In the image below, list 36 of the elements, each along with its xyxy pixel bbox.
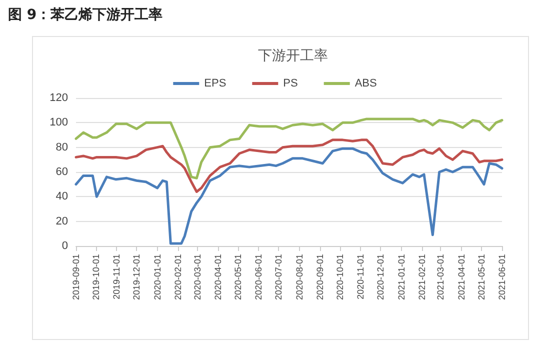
x-tick-label: 2021-05-01 [476, 254, 486, 300]
y-tick-label: 120 [50, 92, 68, 104]
x-tick-label: 2019-11-01 [112, 254, 122, 300]
x-tick-label: 2020-10-01 [335, 254, 345, 300]
x-tick-label: 2020-08-01 [294, 254, 304, 300]
x-tick-label: 2020-07-01 [274, 254, 284, 300]
line-series [74, 138, 504, 193]
x-tick-label: 2020-12-01 [376, 254, 386, 300]
legend-label: ABS [354, 78, 377, 90]
y-tick-label: 60 [56, 166, 68, 178]
y-tick-label: 80 [56, 141, 68, 154]
y-tick-label: 40 [56, 190, 68, 203]
x-tick-label: 2021-06-01 [497, 254, 507, 300]
x-tick-label: 2019-12-01 [132, 254, 142, 300]
chart-title: 图 9：苯乙烯下游开工率 [8, 6, 163, 24]
y-tick-label: 100 [50, 116, 68, 129]
x-tick-label: 2021-04-01 [456, 254, 466, 300]
x-tick-label: 2020-09-01 [315, 254, 325, 300]
x-tick-label: 2019-09-01 [71, 254, 81, 300]
y-tick-label: 0 [62, 240, 68, 252]
x-tick-label: 2019-10-01 [91, 254, 101, 300]
legend-label: EPS [204, 78, 226, 90]
x-tick-label: 2020-11-01 [356, 254, 366, 300]
x-tick-label: 2021-03-01 [436, 254, 446, 300]
line-series [74, 118, 504, 180]
x-tick-label: 2020-04-01 [213, 254, 223, 300]
x-tick-label: 2021-01-01 [396, 254, 406, 300]
x-tick-label: 2020-02-01 [173, 254, 183, 300]
x-tick-label: 2020-06-01 [254, 254, 264, 300]
x-tick-label: 2020-01-01 [152, 254, 162, 300]
x-tick-label: 2020-05-01 [233, 254, 243, 300]
legend-label: PS [283, 78, 298, 90]
x-tick-label: 2020-03-01 [192, 254, 202, 300]
x-tick-label: 2021-02-01 [417, 254, 427, 300]
chart-subtitle: 下游开工率 [258, 48, 328, 64]
y-tick-label: 20 [56, 215, 68, 228]
